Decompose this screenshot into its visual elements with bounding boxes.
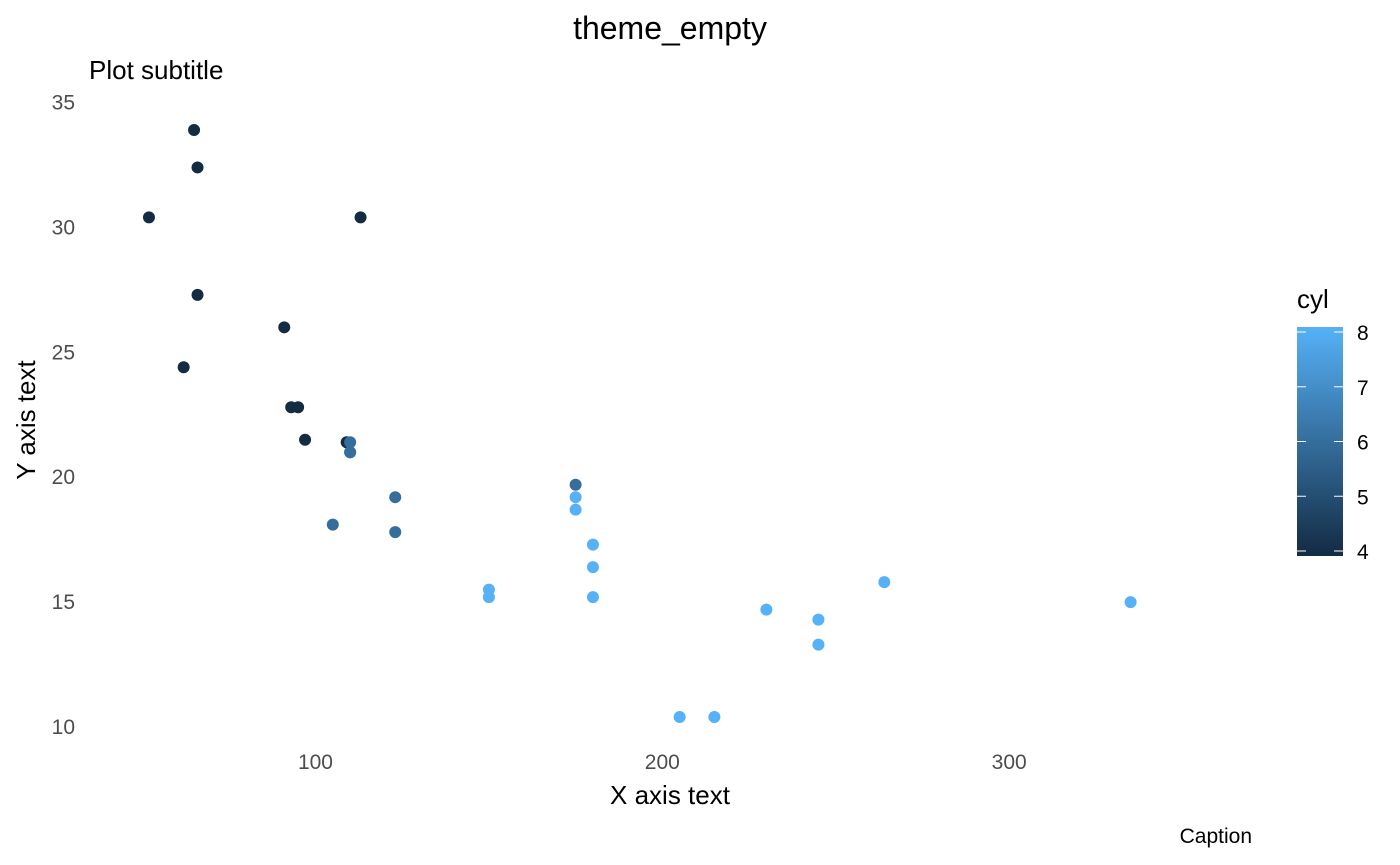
- y-axis-title: Y axis text: [11, 359, 41, 479]
- data-point: [673, 711, 686, 724]
- data-point: [812, 613, 825, 626]
- legend: cyl 4 5 6 7 8: [1297, 284, 1369, 564]
- y-tick-label: 15: [52, 591, 75, 614]
- legend-title: cyl: [1297, 284, 1329, 314]
- legend-tick-label: 4: [1357, 541, 1369, 564]
- data-points: [142, 123, 1137, 724]
- data-point: [344, 436, 357, 449]
- chart-title: theme_empty: [573, 10, 767, 46]
- data-point: [760, 603, 773, 616]
- data-point: [586, 561, 599, 574]
- legend-tick-label: 6: [1357, 432, 1369, 455]
- chart-subtitle: Plot subtitle: [89, 55, 223, 85]
- y-tick-label: 10: [52, 716, 75, 739]
- data-point: [177, 361, 190, 374]
- data-point: [188, 123, 201, 136]
- data-point: [344, 446, 357, 459]
- legend-tick-label: 7: [1357, 377, 1369, 400]
- data-point: [569, 503, 582, 516]
- x-tick-label: 300: [992, 751, 1027, 774]
- data-point: [708, 711, 721, 724]
- data-point: [191, 161, 204, 174]
- data-point: [812, 638, 825, 651]
- data-point: [326, 518, 339, 531]
- chart-caption: Caption: [1180, 825, 1252, 848]
- data-point: [191, 288, 204, 301]
- data-point: [586, 538, 599, 551]
- data-point: [569, 478, 582, 491]
- y-tick-label: 30: [52, 216, 75, 239]
- data-point: [354, 211, 367, 224]
- legend-tick-label: 8: [1357, 322, 1369, 345]
- data-point: [586, 591, 599, 604]
- x-axis-title: X axis text: [610, 780, 731, 810]
- data-point: [389, 526, 402, 539]
- data-point: [389, 491, 402, 504]
- data-point: [142, 211, 155, 224]
- data-point: [878, 576, 891, 589]
- legend-ticks: 4 5 6 7 8: [1297, 322, 1369, 564]
- x-tick-label: 200: [645, 751, 680, 774]
- data-point: [569, 491, 582, 504]
- y-tick-label: 25: [52, 341, 75, 364]
- x-tick-label: 100: [298, 751, 333, 774]
- data-point: [278, 321, 291, 334]
- legend-tick-label: 5: [1357, 486, 1369, 509]
- data-point: [1124, 596, 1137, 609]
- data-point: [482, 591, 495, 604]
- x-axis-ticks: 100 200 300: [298, 751, 1027, 774]
- y-tick-label: 35: [52, 91, 75, 114]
- y-axis-ticks: 10 15 20 25 30 35: [52, 91, 75, 739]
- data-point: [299, 433, 312, 446]
- y-tick-label: 20: [52, 466, 75, 489]
- data-point: [292, 401, 305, 414]
